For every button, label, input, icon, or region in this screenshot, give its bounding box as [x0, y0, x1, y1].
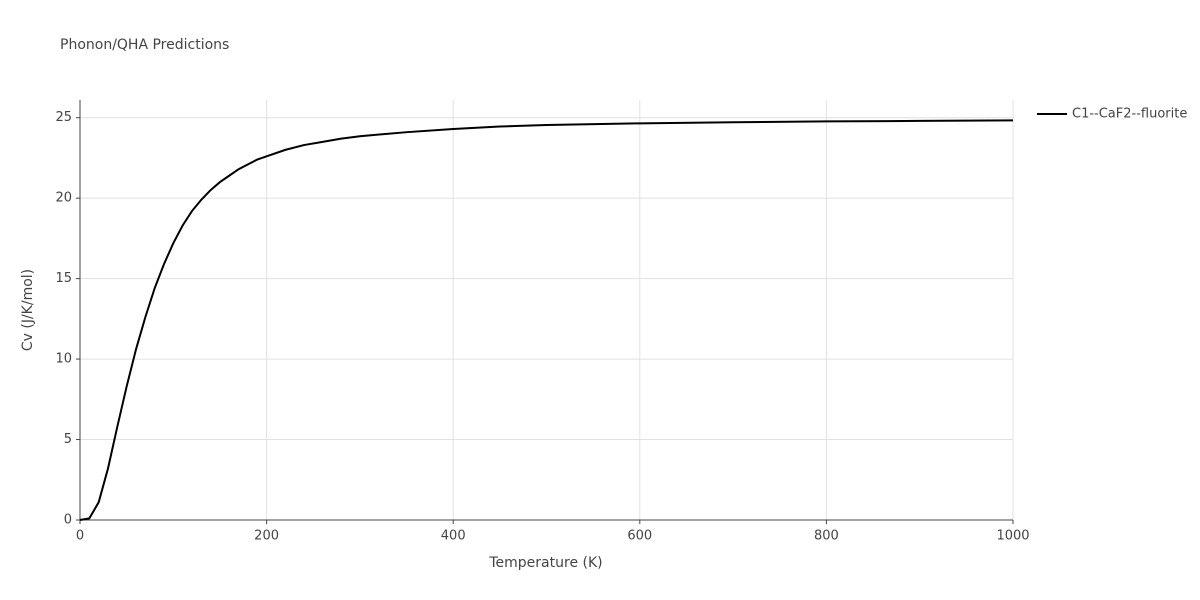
- legend-label: C1--CaF2--fluorite: [1072, 107, 1187, 122]
- y-tick-label: 20: [55, 191, 72, 206]
- chart-title: Phonon/QHA Predictions: [60, 37, 229, 53]
- x-axis-label: Temperature (K): [488, 555, 602, 571]
- y-tick-label: 0: [64, 513, 72, 528]
- x-tick-label: 800: [814, 529, 839, 544]
- y-axis-label: Cv (J/K/mol): [20, 269, 36, 351]
- x-tick-label: 1000: [996, 529, 1029, 544]
- x-tick-label: 0: [76, 529, 84, 544]
- x-tick-label: 400: [441, 529, 466, 544]
- y-tick-label: 10: [55, 352, 72, 367]
- y-tick-label: 5: [64, 432, 72, 447]
- x-tick-label: 600: [627, 529, 652, 544]
- data-line: [79, 119, 1014, 521]
- y-tick-label: 25: [55, 110, 72, 125]
- y-tick-label: 15: [55, 271, 72, 286]
- x-tick-label: 200: [254, 529, 279, 544]
